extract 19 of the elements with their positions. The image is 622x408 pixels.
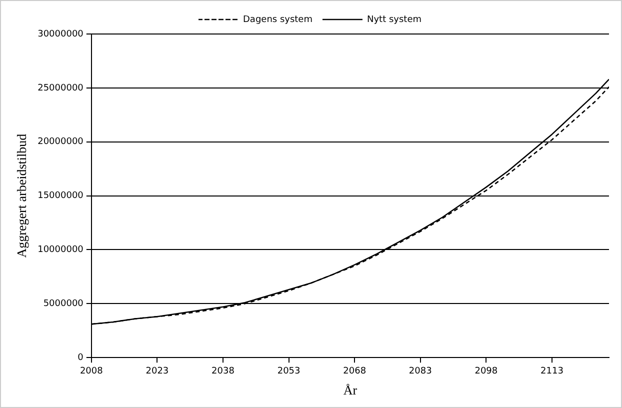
legend-label: Dagens system — [243, 14, 312, 25]
x-tick-label: 2038 — [212, 366, 235, 376]
y-tick-label: 10000000 — [38, 245, 84, 256]
x-tick-label: 2098 — [474, 366, 498, 376]
y-tick-label: 25000000 — [38, 83, 84, 94]
x-tick-label: 2083 — [408, 366, 432, 376]
y-axis-title: Aggregert arbeidstilbud — [14, 133, 30, 258]
x-tick-label: 2023 — [146, 366, 169, 376]
y-tick-label: 5000000 — [43, 299, 84, 310]
legend-label: Nytt system — [366, 14, 422, 25]
x-axis-title: År — [343, 382, 358, 398]
y-tick-label: 0 — [78, 352, 84, 363]
y-tick-label: 30000000 — [38, 29, 84, 40]
y-tick-label: 15000000 — [38, 191, 84, 202]
x-tick-label: 2008 — [80, 366, 104, 376]
y-tick-label: 20000000 — [38, 137, 84, 148]
x-tick-label: 2113 — [540, 366, 564, 376]
x-tick-label: 2068 — [343, 366, 366, 376]
x-tick-label: 2053 — [277, 366, 300, 376]
